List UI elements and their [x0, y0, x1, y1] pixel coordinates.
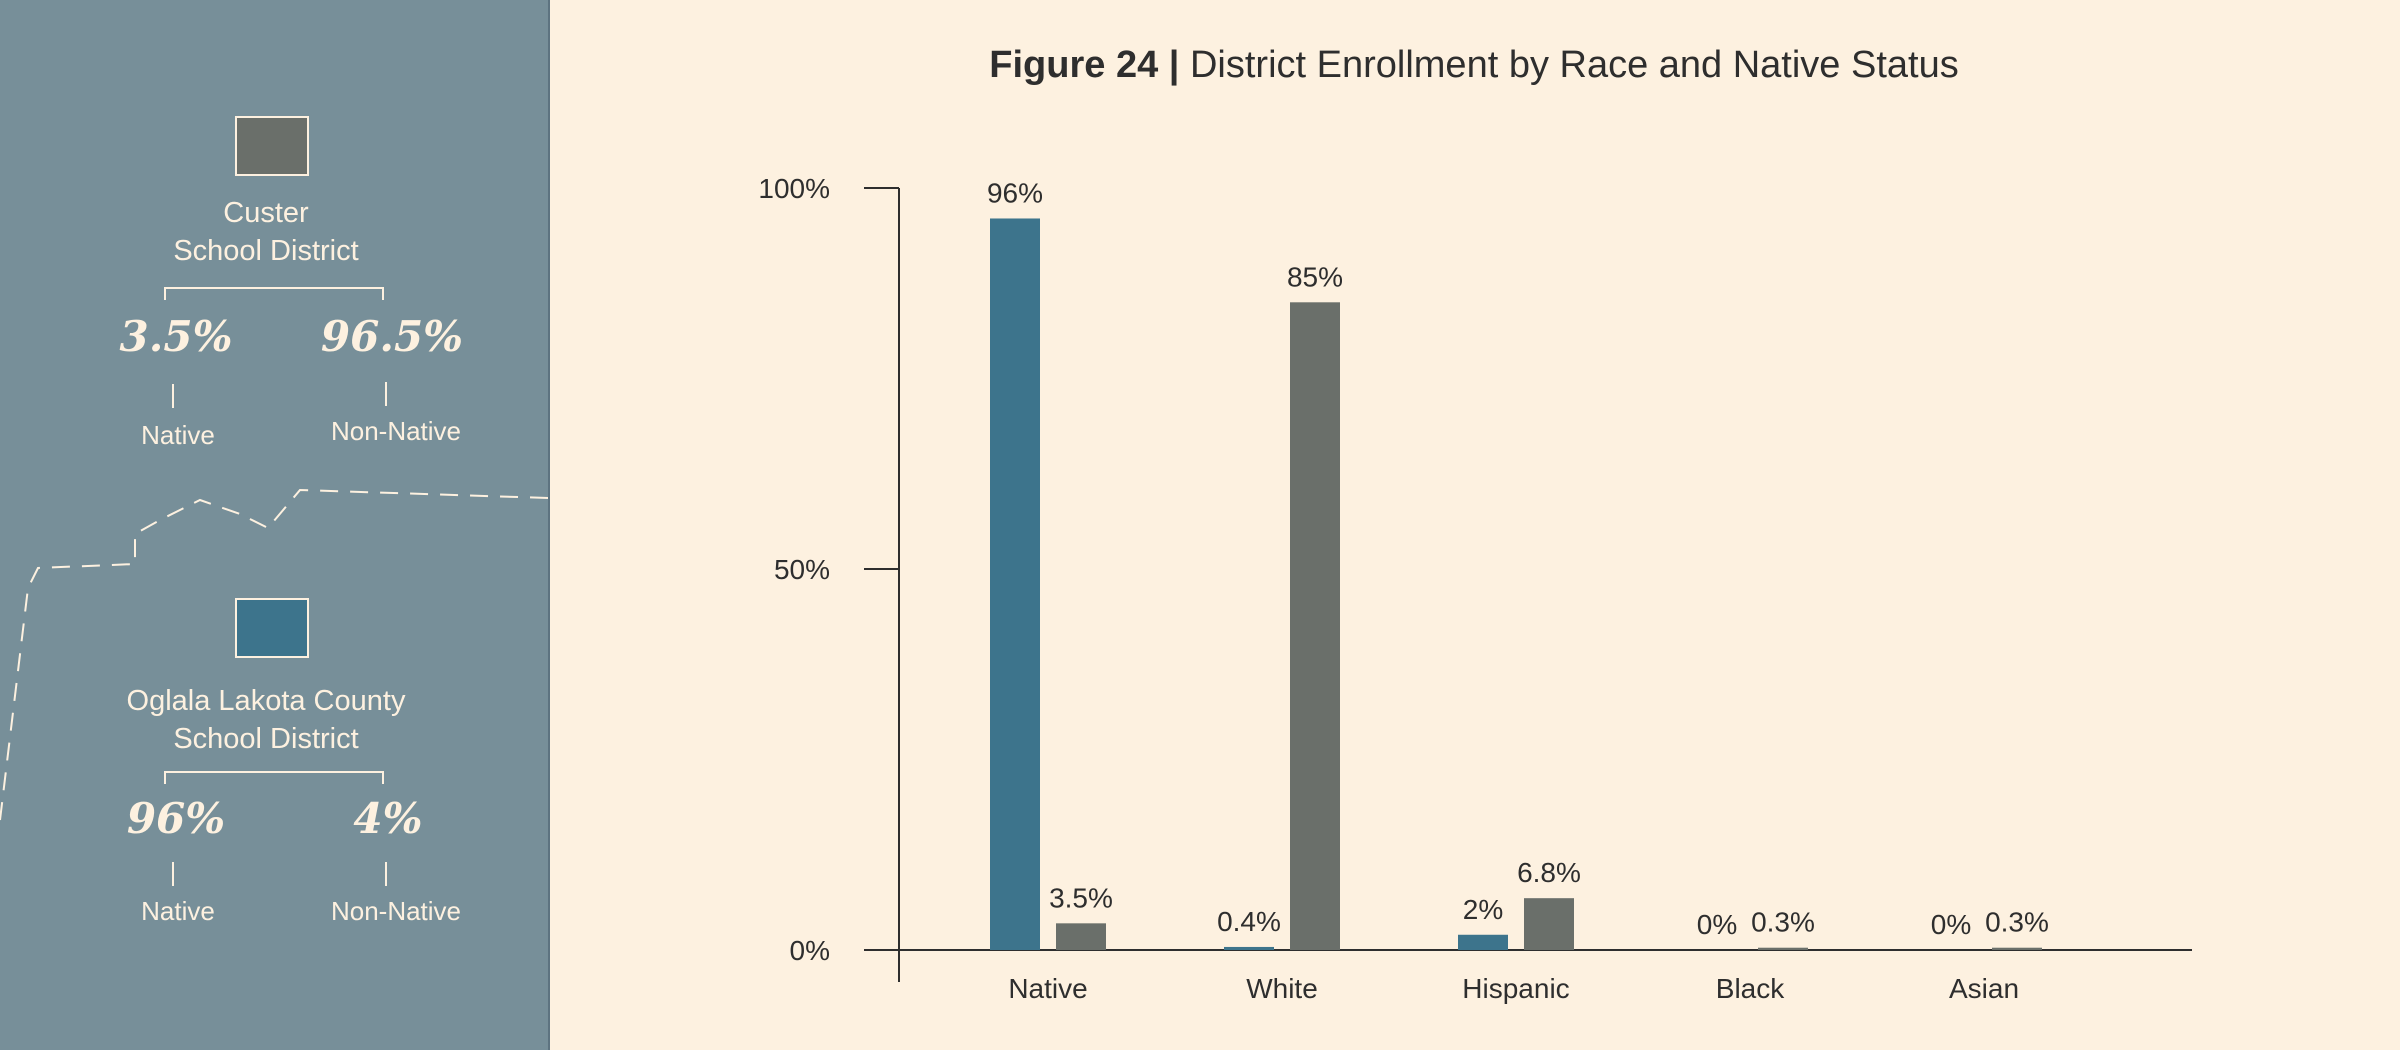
bar-chart: 0% 50% 100% 96% 3.5% Native 0.4% 85% White 2% 6.8%…	[758, 173, 2192, 1004]
chart-title-rest: District Enrollment by Race and Native S…	[1189, 44, 1959, 86]
custer-swatch	[235, 116, 309, 176]
bar-asian-series2	[1992, 947, 2042, 950]
bar-hispanic-series2	[1524, 898, 1574, 950]
bar-native-series1	[990, 218, 1040, 951]
chart-title-bold: Figure 24 |	[989, 44, 1180, 86]
oglala-native-label: Native	[141, 896, 215, 926]
x-tick-label: Hispanic	[1462, 973, 1569, 1004]
data-label: 0%	[1931, 909, 1971, 940]
data-label: 0%	[1697, 909, 1737, 940]
bar-native-series2	[1056, 923, 1106, 950]
data-label: 85%	[1287, 261, 1343, 292]
oglala-non-native-label: Non-Native	[330, 896, 462, 926]
x-tick-label: White	[1246, 973, 1318, 1004]
custer-native-label: Native	[141, 420, 215, 450]
oglala-native-pct: 96%	[126, 794, 226, 843]
oglala-name-line1: Oglala Lakota County	[126, 685, 406, 717]
custer-name-line2: School District	[173, 235, 359, 267]
data-label: 0.3%	[1751, 907, 1815, 938]
oglala-swatch	[235, 598, 309, 658]
bar-white-series1	[1224, 946, 1274, 950]
x-tick-label: Native	[1008, 973, 1087, 1004]
y-tick-label: 0%	[790, 935, 830, 966]
x-tick-label: Asian	[1949, 973, 2019, 1004]
custer-non-native-pct: 96.5%	[320, 312, 464, 361]
x-tick-label: Black	[1716, 973, 1785, 1004]
oglala-name-line2: School District	[173, 723, 359, 755]
custer-non-native-label: Non-Native	[330, 416, 462, 446]
custer-native-pct: 3.5%	[119, 312, 233, 361]
data-label: 0.4%	[1217, 906, 1281, 937]
data-label: 0.3%	[1985, 907, 2049, 938]
data-label: 96%	[987, 177, 1043, 208]
bar-black-series2	[1758, 947, 1808, 950]
bar-white-series2	[1290, 302, 1340, 950]
y-tick-label: 50%	[774, 554, 830, 585]
data-label: 6.8%	[1517, 857, 1581, 888]
y-tick-label: 100%	[758, 173, 830, 204]
data-label: 2%	[1463, 894, 1503, 925]
legend-panel: Custer School District 3.5% 96.5% Native…	[0, 0, 550, 1050]
data-label: 3.5%	[1049, 882, 1113, 913]
chart-title: Figure 24 | District Enrollment by Race …	[548, 44, 2400, 87]
map-boundary-lines	[0, 287, 548, 886]
custer-name-line1: Custer	[223, 197, 309, 229]
oglala-non-native-pct: 4%	[353, 794, 423, 843]
bar-hispanic-series1	[1458, 934, 1508, 950]
